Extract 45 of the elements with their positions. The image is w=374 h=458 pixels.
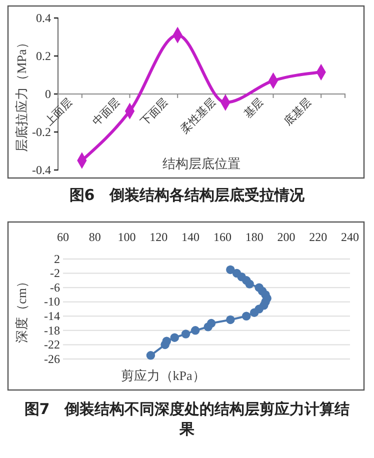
y-tick-label: -6 — [50, 280, 60, 294]
y-tick-label: 2 — [54, 252, 60, 266]
y-tick-label: -0.2 — [32, 124, 51, 139]
y-tick-label: 0 — [45, 86, 51, 101]
x-tick-label: 基层 — [241, 96, 266, 120]
x-axis-title: 剪应力（kPa） — [120, 368, 206, 383]
x-tick-label: 220 — [309, 230, 328, 244]
x-tick-label: 180 — [245, 230, 264, 244]
x-tick-label: 200 — [277, 230, 296, 244]
y-tick-label: 0.2 — [36, 48, 51, 63]
text: 图7 倒装结构不同深度处的结构层剪应力计算结果 — [24, 400, 350, 438]
x-tick-label: 下面层 — [138, 96, 170, 128]
point — [204, 322, 212, 332]
point — [160, 340, 170, 350]
x-tick-label: 柔性基层 — [178, 96, 218, 136]
y-tick-label: -26 — [44, 352, 60, 366]
x-tick-label: 160 — [213, 230, 232, 244]
x-tick-label: 底基层 — [281, 96, 314, 128]
point — [250, 308, 259, 317]
x-tick-label: 中面层 — [90, 96, 123, 128]
point — [181, 330, 190, 338]
y-axis-title: 深度（cm） — [14, 275, 29, 343]
y-tick-label: -2 — [50, 266, 60, 280]
point — [226, 265, 235, 274]
y-tick-label: -10 — [44, 294, 60, 309]
point — [226, 315, 235, 324]
x-tick-label: 240 — [341, 230, 359, 244]
x-tick-label: 100 — [118, 230, 136, 244]
point — [146, 351, 156, 360]
x-tick-label: 80 — [88, 230, 101, 244]
y-axis-title: 层底拉应力（MPa） — [14, 36, 29, 152]
point — [245, 280, 254, 288]
x-tick-label: 120 — [150, 230, 168, 244]
x-tick-label: 60 — [57, 230, 69, 244]
point — [190, 326, 200, 335]
point — [242, 312, 251, 321]
y-tick-label: -22 — [44, 338, 60, 352]
x-tick-label: 140 — [182, 230, 200, 244]
text: 图6 倒装结构各结构层底受拉情况 — [69, 186, 306, 204]
y-tick-label: -14 — [44, 308, 60, 323]
y-tick-label: 0.4 — [36, 10, 51, 25]
y-tick-label: -0.4 — [32, 162, 51, 177]
y-tick-label: -18 — [44, 323, 60, 338]
x-axis-title: 结构层底位置 — [162, 156, 240, 171]
point — [170, 333, 179, 342]
